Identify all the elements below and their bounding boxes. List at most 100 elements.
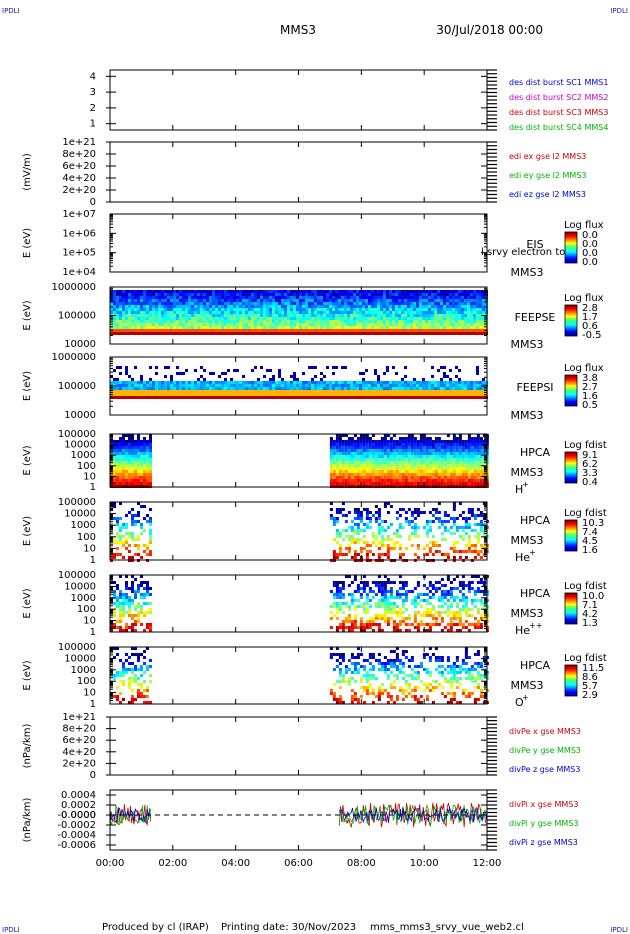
spectrogram-pixel xyxy=(419,396,422,399)
spectrogram-pixel xyxy=(209,396,212,399)
spectrogram-pixel xyxy=(110,332,113,335)
spectrogram-pixel xyxy=(278,311,281,314)
spectrogram-pixel xyxy=(113,320,116,323)
spectrogram-pixel xyxy=(434,296,437,299)
spectrogram-pixel xyxy=(473,299,476,302)
spectrogram-pixel xyxy=(215,308,218,311)
spectrogram-pixel xyxy=(167,329,170,332)
spectrogram-pixel xyxy=(182,314,185,317)
spectrogram-pixel xyxy=(404,290,407,293)
spectrogram-pixel xyxy=(368,290,371,293)
spectrogram-pixel xyxy=(272,290,275,293)
spectrogram-pixel xyxy=(416,393,419,396)
spectrogram-pixel xyxy=(344,317,347,320)
spectrogram-pixel xyxy=(356,511,360,514)
spectrogram-pixel xyxy=(284,293,287,296)
spectrogram-pixel xyxy=(398,553,402,556)
spectrogram-pixel xyxy=(323,384,326,387)
spectrogram-pixel xyxy=(389,384,392,387)
spectrogram-pixel xyxy=(167,305,170,308)
spectrogram-pixel xyxy=(368,443,372,446)
spectrogram-pixel xyxy=(440,520,444,523)
spectrogram-pixel xyxy=(206,299,209,302)
spectrogram-pixel xyxy=(245,299,248,302)
spectrogram-pixel xyxy=(407,332,410,335)
spectrogram-pixel xyxy=(464,550,468,553)
spectrogram-pixel xyxy=(143,393,146,396)
spectrogram-pixel xyxy=(257,299,260,302)
spectrogram-pixel xyxy=(416,467,420,470)
spectrogram-pixel xyxy=(389,326,392,329)
spectrogram-pixel xyxy=(395,311,398,314)
spectrogram-pixel xyxy=(476,372,479,375)
spectrogram-pixel xyxy=(188,329,191,332)
spectrogram-pixel xyxy=(365,541,369,544)
spectrogram-pixel xyxy=(407,329,410,332)
spectrogram-pixel xyxy=(125,467,128,470)
spectrogram-pixel xyxy=(458,305,461,308)
y-tick-label: 10 xyxy=(83,543,96,554)
spectrogram-pixel xyxy=(191,317,194,320)
spectrogram-pixel xyxy=(305,302,308,305)
spectrogram-pixel xyxy=(452,482,456,485)
spectrogram-pixel xyxy=(305,323,308,326)
spectrogram-pixel xyxy=(290,296,293,299)
spectrogram-pixel xyxy=(413,446,417,449)
spectrogram-pixel xyxy=(470,317,473,320)
spectrogram-pixel xyxy=(380,293,383,296)
spectrogram-pixel xyxy=(452,290,455,293)
spectrogram-pixel xyxy=(458,293,461,296)
spectrogram-pixel xyxy=(482,381,485,384)
spectrogram-pixel xyxy=(437,293,440,296)
spectrogram-pixel xyxy=(284,387,287,390)
spectrogram-pixel xyxy=(347,305,350,308)
spectrogram-pixel xyxy=(341,443,345,446)
spectrogram-pixel xyxy=(227,317,230,320)
spectrogram-pixel xyxy=(425,381,428,384)
spectrogram-pixel xyxy=(254,299,257,302)
spectrogram-pixel xyxy=(425,332,428,335)
spectrogram-pixel xyxy=(320,317,323,320)
spectrogram-pixel xyxy=(350,467,354,470)
spectrogram-pixel xyxy=(236,329,239,332)
spectrogram-pixel xyxy=(356,396,359,399)
spectrogram-pixel xyxy=(227,384,230,387)
spectrogram-pixel xyxy=(383,455,387,458)
spectrogram-pixel xyxy=(329,317,332,320)
spectrogram-pixel xyxy=(197,311,200,314)
spectrogram-pixel xyxy=(215,390,218,393)
spectrogram-pixel xyxy=(116,473,119,476)
spectrogram-pixel xyxy=(434,550,438,553)
spectrogram-pixel xyxy=(269,320,272,323)
spectrogram-pixel xyxy=(380,437,384,440)
spectrogram-pixel xyxy=(167,290,170,293)
spectrogram-pixel xyxy=(395,517,399,520)
spectrogram-pixel xyxy=(401,437,405,440)
spectrogram-pixel xyxy=(116,299,119,302)
spectrogram-pixel xyxy=(356,541,360,544)
spectrogram-pixel xyxy=(428,293,431,296)
spectrogram-pixel xyxy=(395,458,399,461)
spectrogram-pixel xyxy=(383,476,387,479)
spectrogram-pixel xyxy=(131,449,134,452)
y-tick-label: 10000 xyxy=(64,440,96,451)
spectrogram-pixel xyxy=(182,302,185,305)
spectrogram-pixel xyxy=(407,449,411,452)
spectrogram-pixel xyxy=(236,323,239,326)
spectrogram-pixel xyxy=(395,320,398,323)
spectrogram-pixel xyxy=(293,293,296,296)
spectrogram-pixel xyxy=(467,290,470,293)
spectrogram-pixel xyxy=(278,390,281,393)
spectrogram-pixel xyxy=(476,299,479,302)
spectrogram-pixel xyxy=(263,375,266,378)
spectrogram-pixel xyxy=(236,384,239,387)
spectrogram-pixel xyxy=(449,311,452,314)
spectrogram-pixel xyxy=(476,443,480,446)
spectrogram-pixel xyxy=(116,523,119,526)
spectrogram-pixel xyxy=(479,523,483,526)
spectrogram-pixel xyxy=(353,529,357,532)
spectrogram-pixel xyxy=(242,390,245,393)
spectrogram-pixel xyxy=(122,461,125,464)
spectrogram-pixel xyxy=(431,381,434,384)
spectrogram-pixel xyxy=(158,323,161,326)
